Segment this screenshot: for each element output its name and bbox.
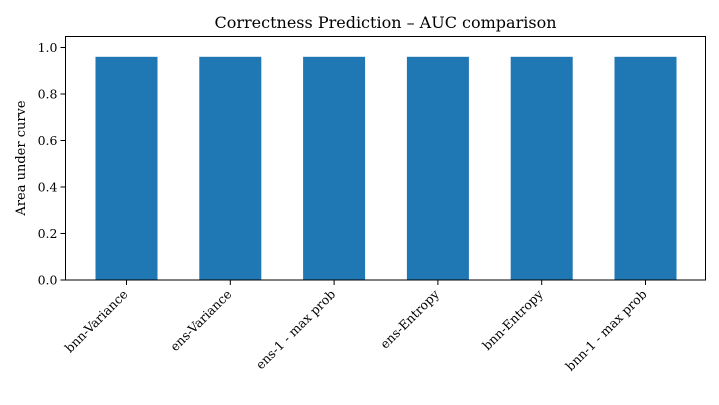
y-tick-label: 0.0 xyxy=(38,273,58,288)
chart-title: Correctness Prediction – AUC comparison xyxy=(215,13,557,32)
y-tick-label: 0.8 xyxy=(38,87,58,102)
bar-bnn-variance xyxy=(95,56,158,280)
x-tick-label: bnn-Entropy xyxy=(479,286,546,353)
y-tick-label: 1.0 xyxy=(38,40,58,55)
bars-group xyxy=(95,56,677,280)
bar-bnn-entropy xyxy=(510,56,573,280)
bar-ens-1-max-prob xyxy=(303,56,366,280)
bar-ens-variance xyxy=(199,56,262,280)
y-tick-label: 0.4 xyxy=(38,180,58,195)
x-tick-label: bnn-Variance xyxy=(62,287,131,356)
bar-ens-entropy xyxy=(406,56,469,280)
y-axis-label: Area under curve xyxy=(14,100,29,216)
y-axis: 0.0 0.2 0.4 0.6 0.8 1.0 xyxy=(38,40,66,288)
x-tick-label: ens-Entropy xyxy=(377,286,443,352)
plot-frame xyxy=(65,36,706,281)
x-axis: bnn-Variance ens-Variance ens-1 - max prob… xyxy=(62,280,650,374)
y-tick-label: 0.6 xyxy=(38,133,58,148)
x-tick-label: bnn-1 - max prob xyxy=(562,287,649,374)
y-tick-label: 0.2 xyxy=(38,226,58,241)
x-tick-label: ens-Variance xyxy=(167,287,234,354)
bar-bnn-1-max-prob xyxy=(614,56,677,280)
x-tick-label: ens-1 - max prob xyxy=(253,287,339,373)
